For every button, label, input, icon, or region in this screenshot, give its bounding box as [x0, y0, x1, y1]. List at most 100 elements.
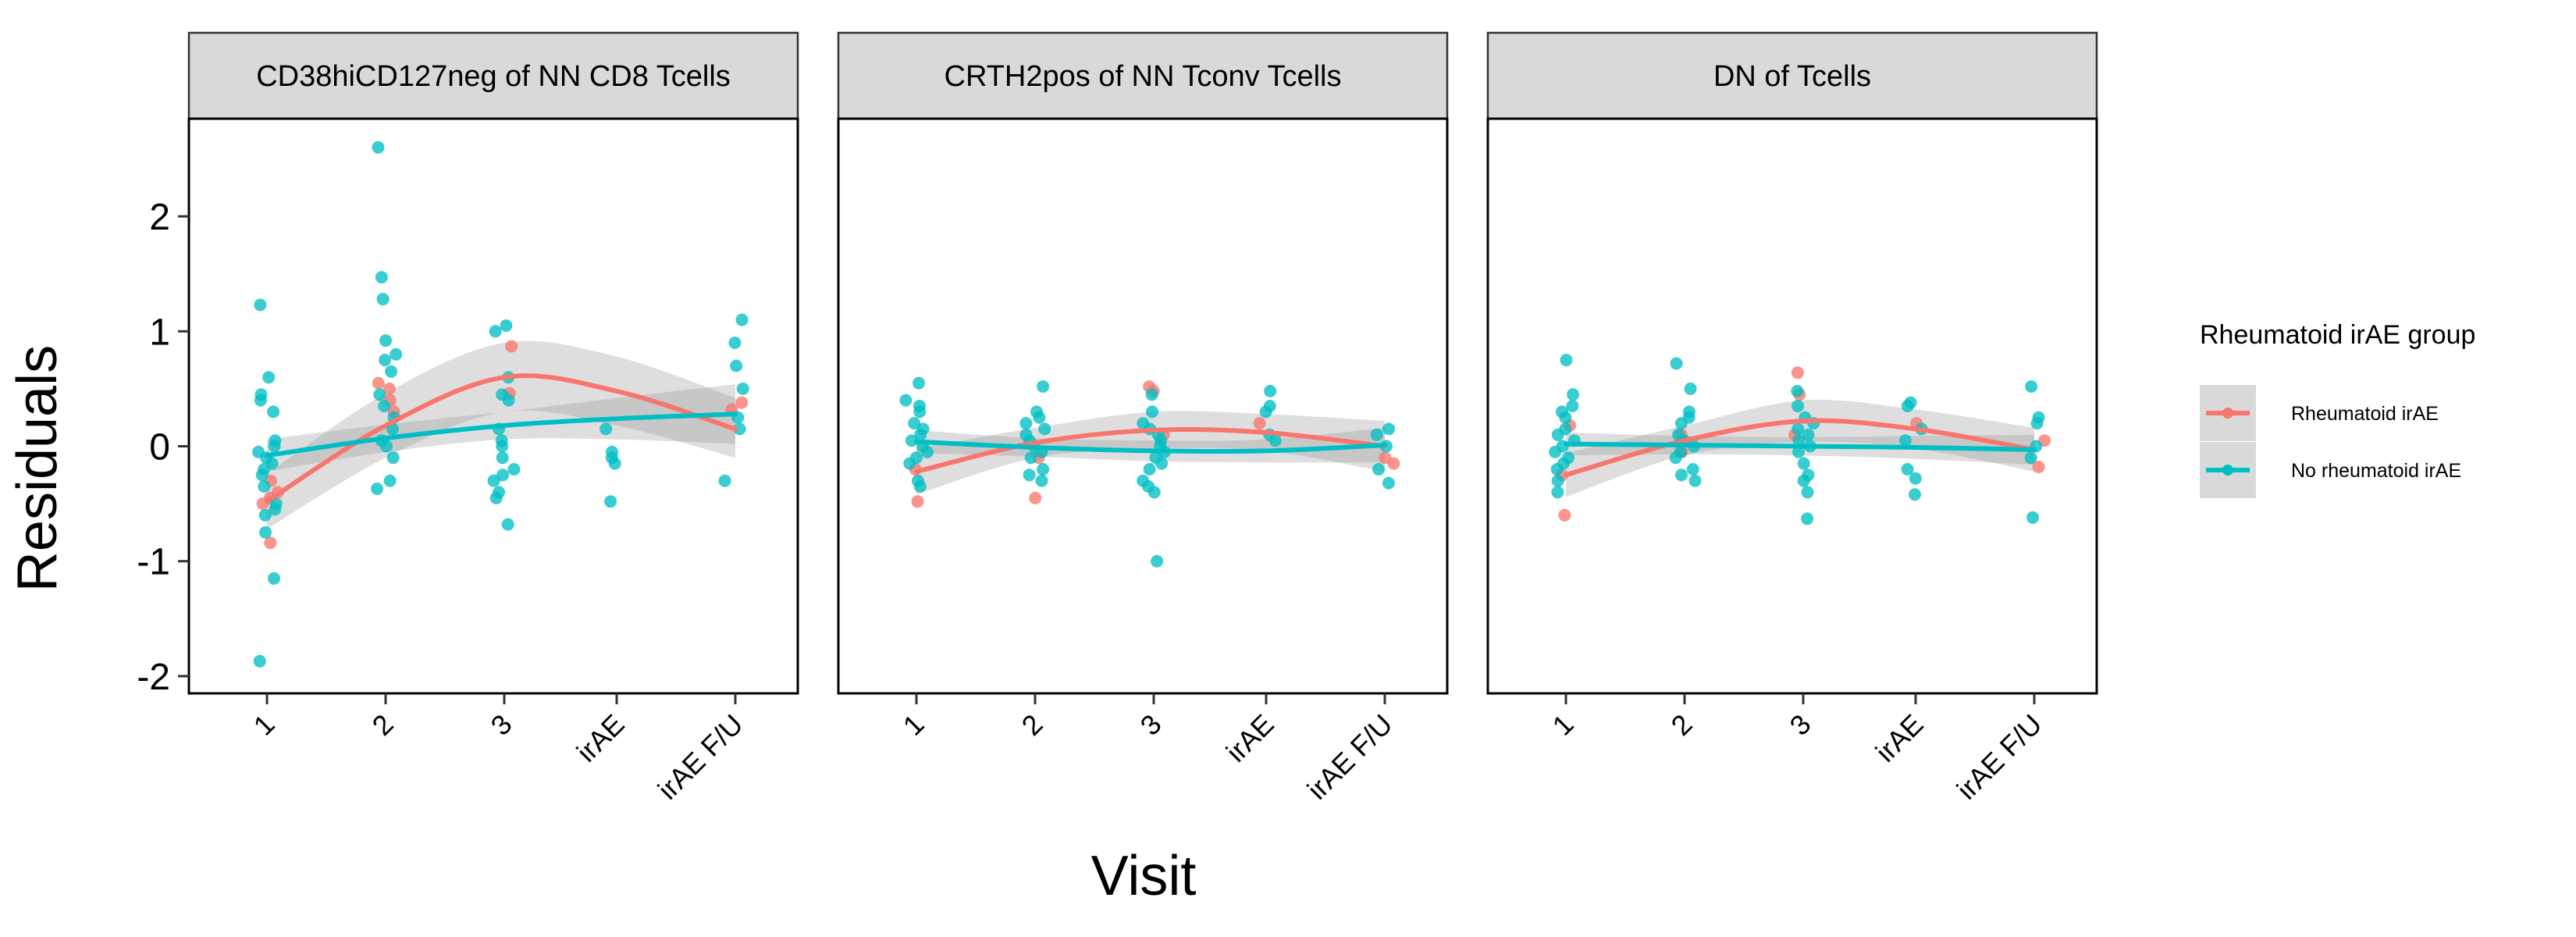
data-point-no-rheumatoid-irae: [487, 474, 500, 487]
data-point-no-rheumatoid-irae: [1550, 463, 1564, 476]
y-axis-title: Residuals: [6, 345, 69, 592]
data-point-no-rheumatoid-irae: [1684, 382, 1697, 395]
data-point-no-rheumatoid-irae: [1567, 388, 1580, 401]
data-point-no-rheumatoid-irae: [1382, 422, 1396, 436]
data-point-no-rheumatoid-irae: [268, 572, 280, 585]
data-point-rheumatoid-irae: [372, 376, 385, 390]
data-point-no-rheumatoid-irae: [600, 422, 613, 436]
data-point-no-rheumatoid-irae: [501, 518, 514, 531]
data-point-no-rheumatoid-irae: [903, 457, 916, 470]
data-point-rheumatoid-irae: [1029, 491, 1042, 504]
data-point-no-rheumatoid-irae: [268, 440, 281, 453]
data-point-no-rheumatoid-irae: [899, 394, 913, 407]
data-point-rheumatoid-irae: [1558, 508, 1571, 522]
data-point-no-rheumatoid-irae: [718, 474, 731, 487]
facet-title: DN of Tcells: [1713, 60, 1871, 93]
y-axis: -2 -1 0 1 2: [137, 197, 189, 698]
data-point-no-rheumatoid-irae: [1145, 388, 1158, 401]
legend-title: Rheumatoid irAE group: [2200, 320, 2475, 350]
data-point-no-rheumatoid-irae: [730, 359, 743, 372]
data-point-no-rheumatoid-irae: [1669, 451, 1682, 465]
data-point-no-rheumatoid-irae: [604, 495, 617, 508]
data-point-no-rheumatoid-irae: [1038, 422, 1051, 436]
data-point-no-rheumatoid-irae: [1901, 463, 1914, 476]
smooth-line-no-rheumatoid-irae: [1564, 441, 2037, 452]
data-point-no-rheumatoid-irae: [913, 405, 927, 419]
data-point-no-rheumatoid-irae: [1688, 474, 1702, 487]
data-point-no-rheumatoid-irae: [383, 474, 397, 487]
data-point-no-rheumatoid-irae: [1791, 384, 1804, 397]
data-point-no-rheumatoid-irae: [1560, 354, 1573, 367]
data-point-no-rheumatoid-irae: [502, 394, 515, 407]
legend-label-rheumatoid-irae: Rheumatoid irAE: [2291, 403, 2439, 425]
data-point-no-rheumatoid-irae: [1802, 428, 1815, 441]
data-point-no-rheumatoid-irae: [385, 365, 398, 378]
data-point-no-rheumatoid-irae: [500, 319, 513, 332]
smooth-line-rheumatoid-irae: [914, 426, 1387, 474]
data-point-no-rheumatoid-irae: [1151, 554, 1164, 568]
data-point-no-rheumatoid-irae: [1143, 463, 1156, 476]
facet-title: CRTH2pos of NN Tconv Tcells: [945, 60, 1342, 93]
data-point-no-rheumatoid-irae: [905, 434, 918, 447]
data-point-no-rheumatoid-irae: [390, 347, 403, 361]
data-point-rheumatoid-irae: [505, 340, 518, 353]
data-point-no-rheumatoid-irae: [1898, 434, 1912, 447]
x-axis-title: Visit: [1091, 845, 1197, 907]
data-point-no-rheumatoid-irae: [1909, 488, 1921, 501]
data-point-no-rheumatoid-irae: [913, 376, 926, 390]
data-point-no-rheumatoid-irae: [1797, 474, 1810, 487]
data-point-no-rheumatoid-irae: [608, 457, 621, 470]
data-point-no-rheumatoid-irae: [379, 334, 393, 347]
data-point-no-rheumatoid-irae: [258, 508, 272, 522]
smooth-line-rheumatoid-irae: [265, 373, 738, 504]
data-point-no-rheumatoid-irae: [1264, 384, 1277, 397]
facet-strip: [187, 31, 799, 120]
data-point-no-rheumatoid-irae: [2024, 451, 2037, 465]
data-point-no-rheumatoid-irae: [1551, 486, 1564, 499]
data-point-no-rheumatoid-irae: [733, 422, 746, 436]
data-point-no-rheumatoid-irae: [914, 428, 927, 441]
y-tick-label: -2: [137, 657, 170, 698]
data-point-no-rheumatoid-irae: [1797, 457, 1810, 470]
panel-data: [252, 141, 749, 668]
facet-title: CD38hiCD127neg of NN CD8 Tcells: [256, 60, 731, 93]
data-point-no-rheumatoid-irae: [1370, 428, 1383, 441]
data-point-no-rheumatoid-irae: [1037, 463, 1050, 476]
data-point-no-rheumatoid-irae: [728, 337, 742, 349]
data-point-no-rheumatoid-irae: [1146, 405, 1158, 419]
data-point-no-rheumatoid-irae: [267, 405, 280, 419]
panel-data: [899, 376, 1400, 568]
data-point-no-rheumatoid-irae: [1801, 512, 1814, 526]
data-point-no-rheumatoid-irae: [1909, 472, 1922, 485]
data-point-no-rheumatoid-irae: [1019, 417, 1033, 430]
panel-data: [1549, 354, 2051, 526]
data-point-no-rheumatoid-irae: [1259, 405, 1272, 419]
data-point-no-rheumatoid-irae: [380, 440, 393, 453]
data-point-no-rheumatoid-irae: [1551, 474, 1564, 487]
data-point-no-rheumatoid-irae: [1675, 468, 1688, 482]
legend-label-no-rheumatoid-irae: No rheumatoid irAE: [2291, 460, 2461, 482]
data-point-no-rheumatoid-irae: [376, 293, 390, 306]
data-point-no-rheumatoid-irae: [1674, 417, 1688, 430]
facet-strip: [837, 31, 1449, 120]
data-point-no-rheumatoid-irae: [1037, 380, 1050, 393]
data-point-no-rheumatoid-irae: [262, 371, 276, 384]
data-point-no-rheumatoid-irae: [254, 394, 267, 407]
data-point-rheumatoid-irae: [1387, 457, 1400, 470]
legend-key-rheumatoid-irae: Rheumatoid irAE: [2200, 385, 2439, 441]
y-tick-label: -1: [137, 542, 170, 583]
data-point-no-rheumatoid-irae: [373, 388, 386, 401]
legend-key-no-rheumatoid-irae: No rheumatoid irAE: [2200, 442, 2461, 498]
data-point-no-rheumatoid-irae: [1035, 474, 1048, 487]
data-point-no-rheumatoid-irae: [1549, 445, 1562, 458]
data-point-no-rheumatoid-irae: [2026, 511, 2040, 524]
data-point-no-rheumatoid-irae: [908, 417, 921, 430]
y-tick-label: 0: [149, 427, 170, 468]
data-point-no-rheumatoid-irae: [1551, 428, 1564, 441]
data-point-no-rheumatoid-irae: [496, 440, 509, 453]
data-point-no-rheumatoid-irae: [2025, 380, 2038, 393]
data-point-no-rheumatoid-irae: [1901, 400, 1914, 412]
